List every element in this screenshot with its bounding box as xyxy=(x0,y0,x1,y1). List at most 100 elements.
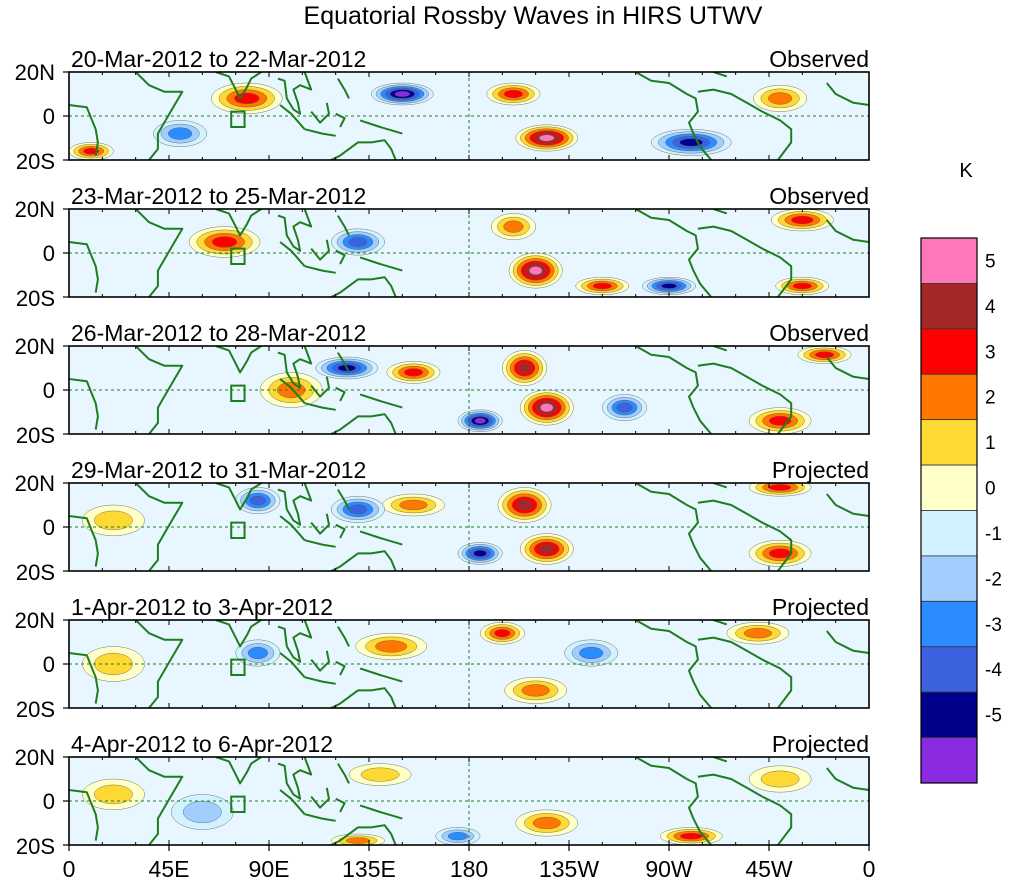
colorbar-swatch xyxy=(920,510,978,557)
contour-level xyxy=(399,499,428,511)
anomaly-cell-6-3 xyxy=(348,763,412,786)
contour-level xyxy=(815,351,835,359)
coastline xyxy=(279,104,306,130)
contour-level xyxy=(394,91,411,97)
anomaly-cell-4-4 xyxy=(331,495,385,523)
coastline xyxy=(337,78,350,99)
coastline xyxy=(826,219,869,243)
coastline xyxy=(277,483,313,526)
coastline xyxy=(359,119,403,135)
coastline xyxy=(277,209,313,252)
coastline xyxy=(826,356,869,380)
coastline xyxy=(69,515,99,567)
y-tick-label: 0 xyxy=(43,378,55,403)
coastline xyxy=(277,346,313,389)
contour-level xyxy=(791,215,814,225)
contour-level xyxy=(579,646,604,660)
anomaly-cell-2-5 xyxy=(575,277,630,296)
coastline xyxy=(279,378,306,404)
anomaly-cell-1-3 xyxy=(486,82,541,106)
coastline xyxy=(328,276,397,297)
coastline xyxy=(826,493,869,517)
anomaly-cell-2-6 xyxy=(642,277,696,296)
colorbar-label: -5 xyxy=(985,706,1002,727)
colorbar-swatch xyxy=(920,237,978,284)
anomaly-cell-1-4 xyxy=(515,124,579,152)
contour-level xyxy=(680,832,703,840)
colorbar-frame xyxy=(920,237,978,784)
anomaly-cell-5-1 xyxy=(355,633,427,660)
y-tick-label: 20S xyxy=(16,697,55,722)
coastline xyxy=(310,102,330,124)
coastline xyxy=(635,483,712,571)
anomaly-cell-1-5 xyxy=(153,120,207,148)
contour-level xyxy=(473,550,487,557)
coastlines xyxy=(69,483,869,571)
anomaly-cell-4-5 xyxy=(457,542,503,565)
coastline xyxy=(359,530,403,546)
panel-period-label: 29-Mar-2012 to 31-Mar-2012 xyxy=(71,457,366,483)
coastline xyxy=(215,483,264,511)
coastline xyxy=(215,72,264,100)
anomaly-cell-2-7 xyxy=(771,209,834,232)
contour-level xyxy=(182,800,222,824)
y-tick-label: 0 xyxy=(43,652,55,677)
coastline xyxy=(277,620,313,663)
y-tick-label: 0 xyxy=(43,241,55,266)
coastline xyxy=(337,763,350,784)
panel-period-label: 20-Mar-2012 to 22-Mar-2012 xyxy=(71,46,366,72)
anomaly-field xyxy=(69,346,869,434)
anomaly-cell-5-2 xyxy=(479,622,525,645)
coastline xyxy=(335,112,346,128)
colorbar: K 5 4 3 2 1 0 -1 -2 -3 -4 -5 xyxy=(920,160,1002,784)
panel-3: 20N 0 20S 26-Mar-2012 to 28-Mar-2012 Observe… xyxy=(15,320,870,448)
coastline xyxy=(335,660,346,676)
anomaly-cell-4-8 xyxy=(82,504,145,537)
coastline xyxy=(359,804,403,820)
anomaly-cell-4-2 xyxy=(519,533,574,565)
coastline xyxy=(337,215,350,236)
coastline xyxy=(134,72,184,160)
coastline xyxy=(310,650,330,672)
coastline xyxy=(697,636,793,708)
coastline xyxy=(279,789,306,815)
y-tick-label: 20N xyxy=(15,60,55,85)
colorbar-label: 5 xyxy=(985,251,996,272)
y-tick-label: 20N xyxy=(15,745,55,770)
colorbar-label: 3 xyxy=(985,342,996,363)
coastline xyxy=(215,346,264,374)
panel-period-label: 23-Mar-2012 to 25-Mar-2012 xyxy=(71,183,366,209)
coastlines xyxy=(69,72,869,160)
anomaly-cell-3-9 xyxy=(797,346,852,364)
panel-1: 20N 0 20S 20-Mar-2012 to 22-Mar-2012 Observe… xyxy=(15,46,870,174)
coastline xyxy=(635,209,712,297)
coastline xyxy=(697,225,793,297)
coastline xyxy=(359,393,403,409)
reference-box xyxy=(230,521,246,539)
coastline xyxy=(215,209,264,237)
contour-level xyxy=(375,640,408,653)
coastline xyxy=(635,346,712,434)
x-tick-label: 0 xyxy=(63,856,76,882)
panel-period-label: 4-Apr-2012 to 6-Apr-2012 xyxy=(71,731,333,757)
coastline xyxy=(69,789,99,841)
coastline xyxy=(215,757,264,785)
coastline xyxy=(826,82,869,106)
y-tick-label: 20S xyxy=(16,149,55,174)
coastline xyxy=(335,249,346,265)
contour-level xyxy=(345,837,370,844)
coastline xyxy=(328,139,397,160)
contour-level xyxy=(768,92,793,105)
coastlines xyxy=(69,346,869,434)
contour-level xyxy=(518,362,532,374)
contour-level xyxy=(792,282,812,290)
anomaly-cell-1-2 xyxy=(371,82,434,106)
colorbar-label: -2 xyxy=(985,569,1002,590)
y-tick-label: 20N xyxy=(15,197,55,222)
coastlines xyxy=(69,620,869,708)
contour-level xyxy=(529,266,543,276)
coastline xyxy=(635,757,712,845)
anomaly-cell-5-3 xyxy=(504,677,567,704)
coastline xyxy=(337,489,350,510)
